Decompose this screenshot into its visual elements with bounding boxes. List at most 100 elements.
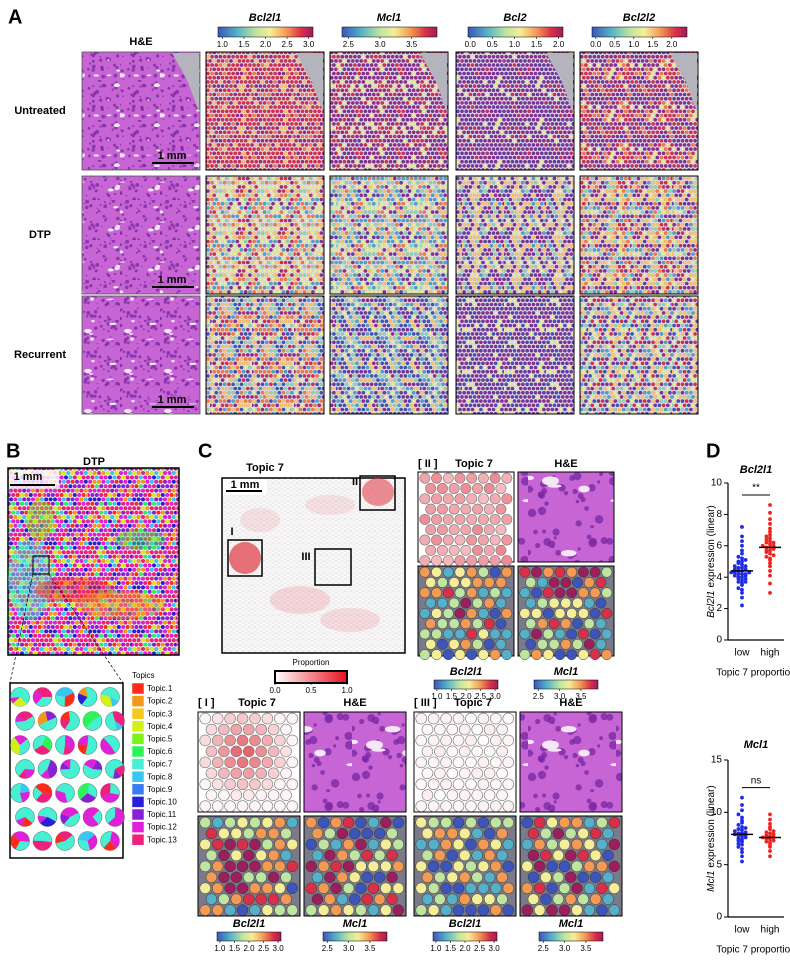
data-point bbox=[740, 803, 744, 807]
spot-map bbox=[579, 51, 699, 171]
pie-wedge bbox=[18, 769, 27, 779]
zoom-gene-spot bbox=[525, 618, 537, 630]
zoom-spot bbox=[261, 712, 274, 725]
zoom-gene-spot bbox=[434, 827, 446, 840]
zoom-gene-spot bbox=[527, 893, 540, 905]
data-point bbox=[771, 553, 776, 558]
data-point bbox=[736, 559, 741, 564]
legend-label: Topic.10 bbox=[147, 798, 177, 807]
zoom-label: [ II ] bbox=[418, 458, 438, 470]
zoom-gene-spot bbox=[342, 882, 355, 894]
data-point bbox=[740, 837, 744, 842]
colorbar-tick-label: 3.5 bbox=[575, 692, 587, 701]
zoom-gene-spot bbox=[236, 838, 249, 851]
zoom-spot bbox=[211, 734, 224, 747]
zoom-gene-spot bbox=[566, 566, 578, 578]
zoom-guide bbox=[48, 573, 124, 684]
zoom-spot bbox=[431, 493, 443, 505]
zoom-gene-spot bbox=[589, 566, 601, 578]
zoom-gene-spot bbox=[431, 628, 442, 640]
zoom-gene-spot bbox=[427, 838, 440, 851]
zoom-spot bbox=[421, 723, 434, 736]
zoom-gene-spot bbox=[477, 816, 490, 829]
zoom-spot bbox=[427, 778, 440, 791]
zoom-spot bbox=[440, 800, 452, 812]
colorbar-tick-label: 0.5 bbox=[609, 40, 621, 49]
data-point bbox=[768, 503, 772, 507]
zoom-gene-spot bbox=[421, 871, 434, 884]
data-point bbox=[740, 859, 744, 864]
zoom-gene-spot bbox=[330, 904, 342, 916]
zoom-gene-spot bbox=[454, 607, 466, 619]
data-point bbox=[743, 558, 748, 562]
colorbar bbox=[432, 931, 498, 942]
legend-swatch bbox=[131, 707, 145, 720]
zoom-spot bbox=[466, 534, 478, 546]
zoom-gene-spot bbox=[521, 904, 533, 916]
zoom-spot bbox=[452, 712, 465, 725]
zoom-gene-spot bbox=[459, 893, 471, 905]
zoom-spot bbox=[471, 767, 483, 780]
zoom-gene-spot bbox=[454, 587, 466, 599]
zoom-gene-spot bbox=[349, 893, 361, 905]
zoom-gene-spot bbox=[546, 882, 558, 894]
zoom-gene-spot bbox=[560, 597, 572, 609]
topic7-region bbox=[362, 478, 394, 506]
pie-wedge bbox=[55, 790, 65, 801]
zoom-gene-spot bbox=[602, 871, 614, 884]
x-axis-label: Topic 7 proportion bbox=[716, 668, 790, 679]
zoom-gene-spot bbox=[531, 587, 542, 599]
colorbar-tick-label: 0.0 bbox=[590, 40, 602, 49]
zoom-gene-spot bbox=[380, 904, 392, 916]
zoom-gene-spot bbox=[466, 587, 478, 599]
zoom-gene-spot bbox=[542, 566, 554, 578]
pie-wedge bbox=[45, 711, 57, 721]
zoom-gene-spot bbox=[317, 882, 330, 894]
y-tick-label: 8 bbox=[716, 509, 722, 520]
colorbar-tick-label: 1.5 bbox=[238, 40, 250, 49]
region-box bbox=[359, 475, 396, 511]
zoom-spot bbox=[442, 513, 454, 525]
zoom-gene-spot bbox=[525, 577, 537, 588]
zoom-gene-spot bbox=[577, 607, 589, 619]
zoom-gene-spot bbox=[471, 893, 483, 905]
zoom-gene-spot bbox=[336, 827, 349, 840]
zoom-gene-spot bbox=[459, 871, 471, 884]
colorbar bbox=[467, 26, 564, 38]
zoom-gene-spot bbox=[419, 649, 431, 661]
pie-wedge bbox=[60, 813, 70, 825]
zoom-spot bbox=[489, 472, 501, 484]
zoom-gene-spot bbox=[495, 618, 507, 630]
zoom-spot bbox=[452, 756, 465, 769]
zoom-gene-spot bbox=[496, 849, 508, 862]
zoom-spot bbox=[255, 745, 267, 758]
zoom-gene-spot bbox=[521, 882, 533, 894]
zoom-gene-spot bbox=[349, 849, 361, 862]
y-axis-label-text: expression (linear) bbox=[706, 785, 717, 867]
zoom-gene-spot bbox=[392, 882, 405, 894]
zoom-spot bbox=[477, 534, 489, 546]
zoom-spot bbox=[452, 778, 465, 791]
zoom-spot bbox=[483, 483, 495, 494]
zoom-he bbox=[519, 711, 623, 813]
spot-map bbox=[329, 295, 449, 415]
pie-wedge bbox=[78, 687, 88, 697]
data-point bbox=[764, 540, 769, 545]
data-point bbox=[764, 548, 769, 553]
zoom-gene-spot bbox=[454, 649, 466, 661]
zoom-gene-spot bbox=[421, 827, 434, 840]
zoom-gene-spot bbox=[317, 816, 330, 829]
zoom-gene-spot bbox=[367, 860, 380, 873]
zoom-gene-spot bbox=[542, 649, 554, 661]
zoom-gene-spot bbox=[415, 904, 427, 916]
zoom-gene-spot bbox=[249, 860, 261, 873]
zoom-gene-spot bbox=[608, 838, 621, 851]
colorbar-title: Proportion bbox=[293, 658, 330, 667]
y-axis-label-gene: Mcl1 bbox=[706, 871, 717, 892]
zoom-gene-spot bbox=[205, 827, 218, 840]
pie-wedge bbox=[63, 745, 73, 755]
chart-title: Mcl1 bbox=[744, 739, 768, 751]
zoom-spot bbox=[472, 544, 483, 556]
zoom-gene-spot bbox=[565, 827, 577, 840]
zoom-spot bbox=[502, 778, 515, 791]
